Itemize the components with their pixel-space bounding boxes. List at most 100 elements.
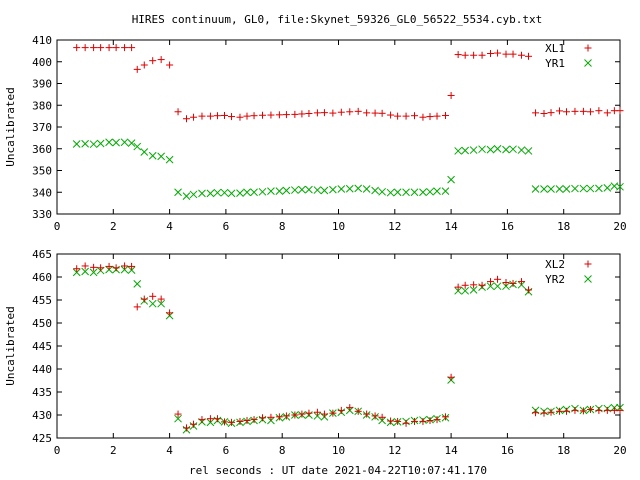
data-point — [426, 113, 434, 121]
data-point — [478, 281, 486, 289]
x-tick-label: 0 — [54, 220, 61, 233]
legend-label: YR1 — [545, 57, 565, 70]
data-point — [96, 139, 105, 148]
data-point — [616, 406, 624, 414]
data-point — [454, 283, 462, 291]
y-tick-label: 400 — [32, 56, 52, 69]
series-yr1 — [72, 138, 624, 201]
data-point — [243, 417, 251, 425]
data-point — [206, 418, 215, 427]
data-point — [555, 407, 563, 415]
data-point — [140, 148, 149, 156]
data-point — [275, 413, 283, 421]
data-point — [128, 44, 136, 52]
data-point — [486, 282, 495, 291]
data-point — [486, 145, 495, 154]
data-point — [198, 112, 206, 120]
x-tick-label: 14 — [444, 444, 458, 457]
data-point — [346, 108, 354, 116]
y-axis-label: Uncalibrated — [4, 306, 17, 385]
data-point — [345, 184, 354, 193]
y-tick-label: 330 — [32, 208, 52, 221]
y-tick-label: 430 — [32, 409, 52, 422]
y-tick-label: 435 — [32, 386, 52, 399]
data-point — [89, 268, 98, 277]
legend-label: XL2 — [545, 258, 565, 271]
data-point — [509, 145, 517, 154]
data-point — [291, 110, 299, 118]
data-point — [220, 418, 228, 426]
data-point — [470, 281, 478, 289]
data-point — [447, 91, 455, 99]
data-point — [267, 413, 275, 421]
data-point — [378, 413, 386, 421]
data-point — [393, 188, 402, 197]
data-point — [540, 409, 548, 417]
data-point — [387, 111, 395, 119]
x-tick-label: 12 — [388, 220, 401, 233]
x-tick-label: 20 — [613, 444, 626, 457]
data-point — [320, 410, 328, 418]
x-tick-label: 2 — [110, 220, 117, 233]
data-point — [258, 111, 266, 119]
data-point — [174, 410, 182, 418]
data-point — [354, 184, 363, 193]
data-point — [371, 109, 379, 117]
x-tick-label: 16 — [501, 444, 514, 457]
y-tick-label: 465 — [32, 248, 52, 261]
data-point — [461, 51, 469, 59]
data-point — [267, 111, 275, 119]
data-point — [411, 417, 419, 425]
data-point — [579, 407, 587, 415]
x-tick-label: 8 — [279, 220, 286, 233]
y-axis-label: Uncalibrated — [4, 87, 17, 166]
data-point — [419, 417, 427, 425]
data-point — [213, 415, 221, 423]
data-point — [157, 295, 165, 303]
data-point — [371, 412, 379, 420]
data-point — [525, 286, 533, 294]
legend-marker — [584, 260, 592, 268]
data-point — [228, 113, 236, 121]
data-point — [190, 420, 198, 428]
data-point — [182, 424, 190, 432]
data-point — [433, 187, 441, 196]
data-point — [97, 264, 105, 272]
data-point — [571, 107, 579, 115]
data-point — [174, 188, 182, 197]
data-point — [133, 280, 142, 288]
data-point — [250, 112, 258, 120]
data-point — [547, 185, 555, 193]
x-tick-label: 8 — [279, 444, 286, 457]
data-point — [394, 112, 402, 120]
data-point — [386, 188, 395, 197]
data-point — [89, 140, 98, 149]
data-point — [595, 107, 603, 115]
data-point — [509, 279, 517, 287]
data-point — [73, 265, 81, 273]
data-point — [502, 279, 510, 287]
y-tick-label: 460 — [32, 271, 52, 284]
data-point — [121, 44, 129, 52]
x-tick-label: 12 — [388, 444, 401, 457]
data-point — [454, 286, 462, 295]
data-point — [174, 414, 182, 423]
data-point — [493, 144, 502, 153]
data-point — [502, 282, 510, 291]
data-point — [149, 57, 157, 65]
series-xl1 — [73, 44, 624, 123]
data-point — [394, 417, 402, 425]
data-point — [213, 112, 221, 120]
data-point — [454, 147, 462, 155]
data-point — [478, 51, 486, 59]
data-point — [410, 188, 419, 197]
x-axis-label: rel seconds : UT date 2021-04-22T10:07:4… — [189, 464, 487, 477]
data-point — [282, 412, 290, 420]
data-point — [470, 51, 478, 59]
data-point — [258, 414, 266, 422]
data-point — [72, 140, 81, 148]
data-point — [362, 185, 371, 193]
data-point — [447, 175, 455, 184]
y-tick-label: 370 — [32, 121, 52, 134]
data-point — [227, 189, 236, 198]
